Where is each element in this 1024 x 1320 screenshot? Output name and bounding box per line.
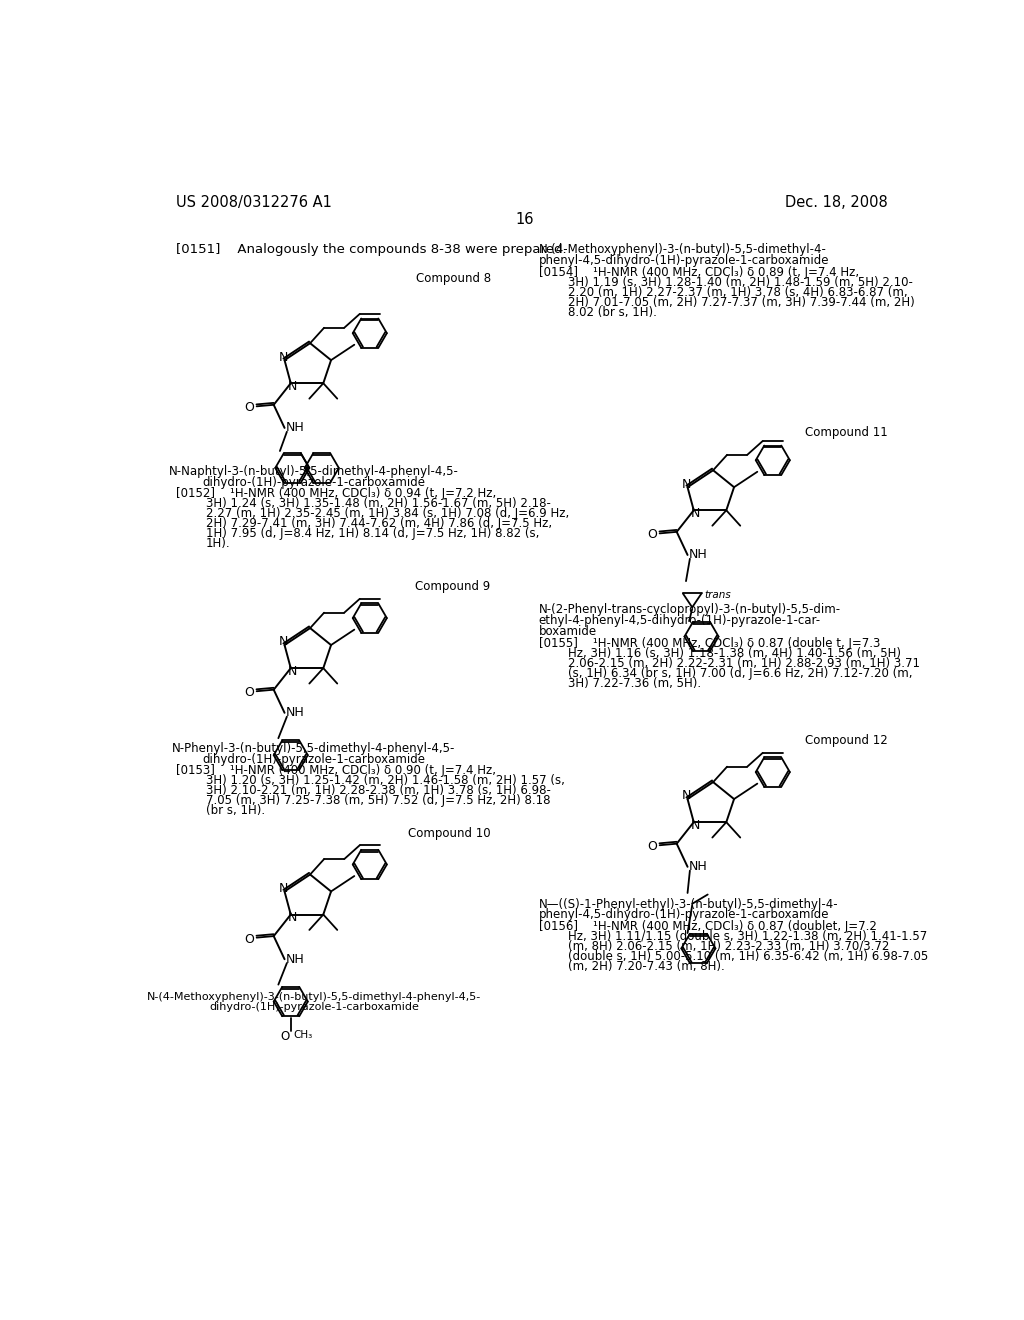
Text: N: N xyxy=(690,507,700,520)
Text: (br s, 1H).: (br s, 1H). xyxy=(206,804,264,817)
Text: NH: NH xyxy=(689,861,708,874)
Text: [0154]    ¹H-NMR (400 MHz, CDCl₃) δ 0.89 (t, J=7.4 Hz,: [0154] ¹H-NMR (400 MHz, CDCl₃) δ 0.89 (t… xyxy=(539,267,859,280)
Text: N-(4-Methoxyphenyl)-3-(n-butyl)-5,5-dimethyl-4-phenyl-4,5-: N-(4-Methoxyphenyl)-3-(n-butyl)-5,5-dime… xyxy=(146,991,481,1002)
Text: 3H) 1.19 (s, 3H) 1.28-1.40 (m, 2H) 1.48-1.59 (m, 5H) 2.10-: 3H) 1.19 (s, 3H) 1.28-1.40 (m, 2H) 1.48-… xyxy=(568,276,913,289)
Text: Dec. 18, 2008: Dec. 18, 2008 xyxy=(784,195,888,210)
Text: Compound 8: Compound 8 xyxy=(416,272,490,285)
Text: N-(4-Methoxyphenyl)-3-(n-butyl)-5,5-dimethyl-4-: N-(4-Methoxyphenyl)-3-(n-butyl)-5,5-dime… xyxy=(539,243,826,256)
Text: [0153]    ¹H-NMR (400 MHz, CDCl₃) δ 0.90 (t, J=7.4 Hz,: [0153] ¹H-NMR (400 MHz, CDCl₃) δ 0.90 (t… xyxy=(176,763,496,776)
Text: CH₃: CH₃ xyxy=(294,1031,313,1040)
Text: NH: NH xyxy=(286,953,305,966)
Text: US 2008/0312276 A1: US 2008/0312276 A1 xyxy=(176,195,332,210)
Text: 2H) 7.01-7.05 (m, 2H) 7.27-7.37 (m, 3H) 7.39-7.44 (m, 2H): 2H) 7.01-7.05 (m, 2H) 7.27-7.37 (m, 3H) … xyxy=(568,296,915,309)
Text: 1H) 7.95 (d, J=8.4 Hz, 1H) 8.14 (d, J=7.5 Hz, 1H) 8.82 (s,: 1H) 7.95 (d, J=8.4 Hz, 1H) 8.14 (d, J=7.… xyxy=(206,527,539,540)
Text: [0151]    Analogously the compounds 8-38 were prepared.: [0151] Analogously the compounds 8-38 we… xyxy=(176,243,566,256)
Text: ethyl-4-phenyl-4,5-dihydro-(1H)-pyrazole-1-car-: ethyl-4-phenyl-4,5-dihydro-(1H)-pyrazole… xyxy=(539,614,821,627)
Text: N-(2-Phenyl-trans-cyclopropyl)-3-(n-butyl)-5,5-dim-: N-(2-Phenyl-trans-cyclopropyl)-3-(n-buty… xyxy=(539,603,841,616)
Text: N: N xyxy=(690,818,700,832)
Text: 2H) 7.29-7.41 (m, 3H) 7.44-7.62 (m, 4H) 7.86 (d, J=7.5 Hz,: 2H) 7.29-7.41 (m, 3H) 7.44-7.62 (m, 4H) … xyxy=(206,517,552,531)
Text: 7.05 (m, 3H) 7.25-7.38 (m, 5H) 7.52 (d, J=7.5 Hz, 2H) 8.18: 7.05 (m, 3H) 7.25-7.38 (m, 5H) 7.52 (d, … xyxy=(206,793,550,807)
Text: N: N xyxy=(288,911,297,924)
Text: trans: trans xyxy=(705,590,731,601)
Text: (m, 8H) 2.06-2.15 (m, 1H) 2.23-2.33 (m, 1H) 3.70/3.72: (m, 8H) 2.06-2.15 (m, 1H) 2.23-2.33 (m, … xyxy=(568,940,890,953)
Text: O: O xyxy=(280,1031,289,1044)
Text: N: N xyxy=(279,882,288,895)
Text: 8.02 (br s, 1H).: 8.02 (br s, 1H). xyxy=(568,306,657,319)
Text: phenyl-4,5-dihydro-(1H)-pyrazole-1-carboxamide: phenyl-4,5-dihydro-(1H)-pyrazole-1-carbo… xyxy=(539,908,829,921)
Text: Hz, 3H) 1.16 (s, 3H) 1.18-1.38 (m, 4H) 1.40-1.56 (m, 5H): Hz, 3H) 1.16 (s, 3H) 1.18-1.38 (m, 4H) 1… xyxy=(568,647,901,660)
Text: dihydro-(1H)-pyrazole-1-carboxamide: dihydro-(1H)-pyrazole-1-carboxamide xyxy=(209,1002,419,1012)
Text: N-Naphtyl-3-(n-butyl)-5,5-dimethyl-4-phenyl-4,5-: N-Naphtyl-3-(n-butyl)-5,5-dimethyl-4-phe… xyxy=(169,465,459,478)
Text: N: N xyxy=(288,665,297,677)
Text: phenyl-4,5-dihydro-(1H)-pyrazole-1-carboxamide: phenyl-4,5-dihydro-(1H)-pyrazole-1-carbo… xyxy=(539,253,829,267)
Text: dihydro-(1H)-pyrazole-1-carboxamide: dihydro-(1H)-pyrazole-1-carboxamide xyxy=(203,475,426,488)
Text: 3H) 1.24 (s, 3H) 1.35-1.48 (m, 2H) 1.56-1.67 (m, 5H) 2.18-: 3H) 1.24 (s, 3H) 1.35-1.48 (m, 2H) 1.56-… xyxy=(206,498,550,511)
Text: (double s, 1H) 5.00-5.10 (m, 1H) 6.35-6.42 (m, 1H) 6.98-7.05: (double s, 1H) 5.00-5.10 (m, 1H) 6.35-6.… xyxy=(568,950,929,964)
Text: 1H).: 1H). xyxy=(206,537,230,550)
Text: Compound 11: Compound 11 xyxy=(805,426,888,440)
Text: 2.20 (m, 1H) 2.27-2.37 (m, 1H) 3.78 (s, 4H) 6.83-6.87 (m,: 2.20 (m, 1H) 2.27-2.37 (m, 1H) 3.78 (s, … xyxy=(568,286,908,300)
Text: O: O xyxy=(647,528,656,541)
Text: NH: NH xyxy=(689,548,708,561)
Text: 2.06-2.15 (m, 2H) 2.22-2.31 (m, 1H) 2.88-2.93 (m, 1H) 3.71: 2.06-2.15 (m, 2H) 2.22-2.31 (m, 1H) 2.88… xyxy=(568,656,921,669)
Text: 2.27 (m, 1H) 2.35-2.45 (m, 1H) 3.84 (s, 1H) 7.08 (d, J=6.9 Hz,: 2.27 (m, 1H) 2.35-2.45 (m, 1H) 3.84 (s, … xyxy=(206,507,568,520)
Text: NH: NH xyxy=(286,706,305,719)
Text: 16: 16 xyxy=(515,213,535,227)
Text: 3H) 2.10-2.21 (m, 1H) 2.28-2.38 (m, 1H) 3.78 (s, 1H) 6.98-: 3H) 2.10-2.21 (m, 1H) 2.28-2.38 (m, 1H) … xyxy=(206,784,550,797)
Text: O: O xyxy=(244,686,254,700)
Text: N—((S)-1-Phenyl-ethyl)-3-(n-butyl)-5,5-dimethyl-4-: N—((S)-1-Phenyl-ethyl)-3-(n-butyl)-5,5-d… xyxy=(539,898,839,911)
Text: [0152]    ¹H-NMR (400 MHz, CDCl₃) δ 0.94 (t, J=7.2 Hz,: [0152] ¹H-NMR (400 MHz, CDCl₃) δ 0.94 (t… xyxy=(176,487,497,500)
Text: O: O xyxy=(647,841,656,853)
Text: dihydro-(1H)-pyrazole-1-carboxamide: dihydro-(1H)-pyrazole-1-carboxamide xyxy=(203,752,426,766)
Text: [0156]    ¹H-NMR (400 MHz, CDCl₃) δ 0.87 (doublet, J=7.2: [0156] ¹H-NMR (400 MHz, CDCl₃) δ 0.87 (d… xyxy=(539,920,877,933)
Text: [0155]    ¹H-NMR (400 MHz, CDCl₃) δ 0.87 (double t, J=7.3: [0155] ¹H-NMR (400 MHz, CDCl₃) δ 0.87 (d… xyxy=(539,636,880,649)
Text: N: N xyxy=(681,478,690,491)
Text: (m, 2H) 7.20-7.43 (m, 8H).: (m, 2H) 7.20-7.43 (m, 8H). xyxy=(568,960,725,973)
Text: N: N xyxy=(279,635,288,648)
Text: N: N xyxy=(279,351,288,363)
Text: O: O xyxy=(244,933,254,945)
Text: 3H) 7.22-7.36 (m, 5H).: 3H) 7.22-7.36 (m, 5H). xyxy=(568,677,701,689)
Text: Compound 12: Compound 12 xyxy=(805,734,888,747)
Text: 3H) 1.20 (s, 3H) 1.25-1.42 (m, 2H) 1.46-1.58 (m, 2H) 1.57 (s,: 3H) 1.20 (s, 3H) 1.25-1.42 (m, 2H) 1.46-… xyxy=(206,774,564,787)
Text: N: N xyxy=(288,380,297,393)
Text: Hz, 3H) 1.11/1.15 (double s, 3H) 1.22-1.38 (m, 2H) 1.41-1.57: Hz, 3H) 1.11/1.15 (double s, 3H) 1.22-1.… xyxy=(568,929,928,942)
Text: NH: NH xyxy=(286,421,305,434)
Text: Compound 10: Compound 10 xyxy=(409,826,490,840)
Text: boxamide: boxamide xyxy=(539,626,597,638)
Text: (s, 1H) 6.34 (br s, 1H) 7.00 (d, J=6.6 Hz, 2H) 7.12-7.20 (m,: (s, 1H) 6.34 (br s, 1H) 7.00 (d, J=6.6 H… xyxy=(568,667,912,680)
Text: N-Phenyl-3-(n-butyl)-5,5-dimethyl-4-phenyl-4,5-: N-Phenyl-3-(n-butyl)-5,5-dimethyl-4-phen… xyxy=(172,742,456,755)
Text: O: O xyxy=(244,401,254,414)
Text: Compound 9: Compound 9 xyxy=(416,581,490,594)
Text: N: N xyxy=(681,789,690,803)
